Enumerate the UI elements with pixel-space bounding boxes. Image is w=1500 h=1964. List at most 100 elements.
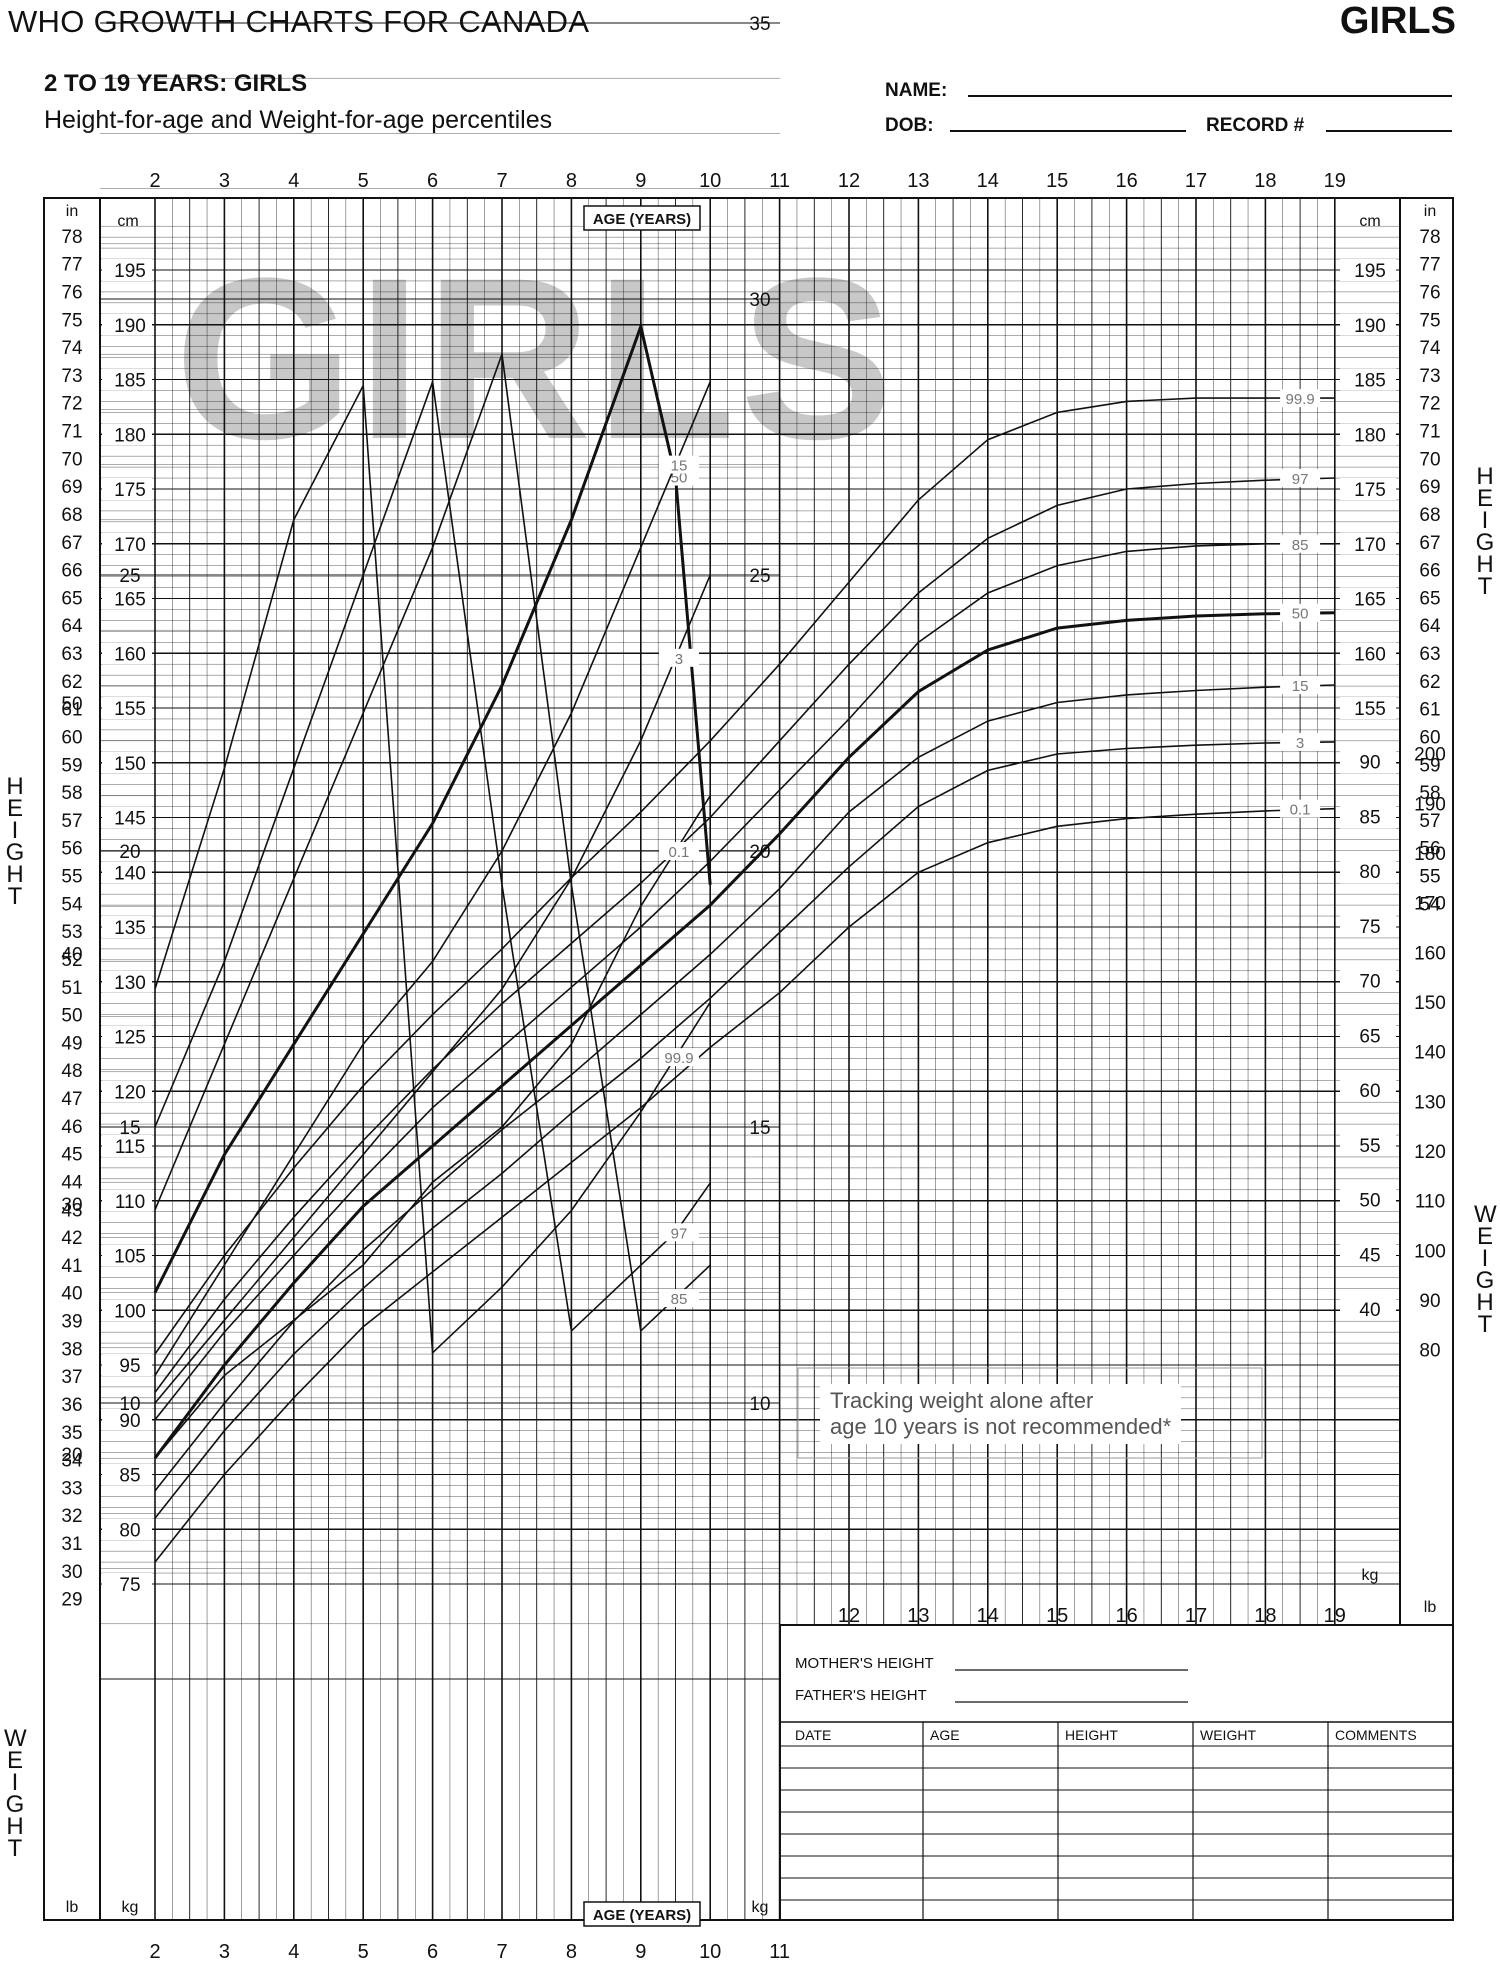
cm-tick-right: 185: [1354, 371, 1386, 392]
age-tick-mid: 13: [907, 1605, 929, 1627]
lb-tick-right: 80: [1419, 1341, 1440, 1362]
side-label-letter: T: [7, 883, 23, 910]
kg-tick-right: 55: [1359, 1136, 1380, 1157]
cm-tick-bg-right: [1340, 697, 1396, 719]
cm-tick-bg-left: [102, 1135, 152, 1157]
height-percentile-label: 85: [1292, 537, 1309, 554]
cm-tick-bg-left: [102, 1518, 152, 1541]
inch-tick-left: 66: [61, 561, 82, 582]
inch-tick-left: 73: [61, 366, 82, 387]
cm-tick-bg-left: [102, 478, 152, 500]
in-unit-left: in: [66, 203, 78, 220]
age-label-box-bottom: [583, 1901, 701, 1927]
side-label-letter: E: [1476, 1223, 1493, 1250]
inch-tick-right: 63: [1419, 644, 1440, 665]
dob-field[interactable]: [950, 130, 1186, 132]
inch-tick-left: 53: [61, 922, 82, 943]
father-height-label: FATHER'S HEIGHT: [795, 1687, 927, 1704]
name-field[interactable]: [968, 95, 1452, 97]
kg-tick-bg-right: [1340, 1243, 1396, 1266]
inch-tick-right: 57: [1419, 811, 1440, 832]
kg-tick-bg-right: [1340, 1133, 1396, 1156]
record-field[interactable]: [1326, 130, 1452, 132]
inch-tick-right: 54: [1419, 894, 1441, 915]
weight-label-bg: [658, 455, 699, 474]
cm-tick-left: 125: [114, 1028, 146, 1049]
height-curve-p0_1: [154, 807, 1335, 1563]
kg-tick-right: 70: [1359, 972, 1380, 993]
cm-tick-bg-right: [1340, 259, 1396, 281]
weight-label-bg: [658, 842, 699, 860]
weight-label-bg: [658, 1048, 699, 1067]
inch-tick-left: 31: [61, 1534, 82, 1555]
cm-tick-bg-left: [102, 916, 152, 938]
side-label-letter: H: [1476, 463, 1494, 490]
side-label-letter: W: [4, 1725, 27, 1752]
inch-tick-right: 68: [1419, 505, 1440, 526]
height-curve-p15: [154, 684, 1335, 1492]
height-percentile-label: 0.1: [1290, 802, 1311, 819]
weight-percentile-label: 85: [671, 1291, 688, 1308]
inch-tick-left: 55: [61, 867, 82, 888]
cm-tick-bg-left: [102, 1408, 152, 1431]
inch-tick-right: 58: [1419, 783, 1440, 804]
kg-unit-right: kg: [1362, 1567, 1379, 1584]
inch-tick-left: 44: [61, 1172, 83, 1193]
mother-height-label: MOTHER'S HEIGHT: [795, 1655, 934, 1672]
kg-tick-right: 85: [1359, 807, 1380, 828]
height-percentile-label: 15: [1292, 678, 1309, 695]
age-tick-top: 12: [838, 170, 860, 192]
weight-percentile-label: 0.1: [669, 844, 690, 861]
inch-tick-left: 46: [61, 1117, 82, 1138]
age-tick-mid: 17: [1185, 1605, 1207, 1627]
inch-tick-left: 47: [61, 1089, 82, 1110]
weight-curve-p85: [154, 353, 711, 1333]
cm-tick-bg-left: [102, 1189, 152, 1212]
age-tick-bottom: 2: [149, 1941, 160, 1963]
age-tick-top: 17: [1185, 170, 1207, 192]
cm-tick-bg-left: [102, 861, 152, 884]
weight-curve-p15: [154, 381, 711, 1376]
inch-tick-left: 64: [61, 616, 83, 637]
inch-tick-left: 61: [61, 700, 82, 721]
cm-tick-bg-right: [1340, 478, 1396, 500]
cm-tick-right: 170: [1354, 535, 1386, 556]
kg-tick-right: 90: [1359, 753, 1380, 774]
cm-tick-left: 155: [114, 699, 146, 720]
cm-tick-bg-left: [102, 423, 152, 446]
note-line-2: age 10 years is not recommended*: [830, 1414, 1172, 1439]
cm-unit-left: cm: [117, 213, 138, 230]
cm-tick-right: 195: [1354, 261, 1386, 282]
age-tick-bottom: 3: [219, 1941, 230, 1963]
inch-tick-right: 62: [1419, 672, 1440, 693]
height-percentile-label: 99.9: [1285, 391, 1314, 408]
height-label-bg: [1280, 389, 1321, 408]
age-label-box-top: [583, 205, 701, 231]
height-curve-p3: [154, 741, 1335, 1519]
kg-tick-bg-right: [1340, 750, 1396, 773]
kg-tick-mid: 10: [749, 1394, 770, 1415]
cm-tick-right: 155: [1354, 699, 1386, 720]
height-percentile-label: 97: [1292, 471, 1309, 488]
kg-tick-bg-right: [1340, 805, 1396, 828]
height-label-bg: [1280, 534, 1321, 553]
cm-tick-bg-left: [102, 587, 152, 610]
side-label-letter: T: [1477, 1311, 1493, 1338]
inch-tick-right: 70: [1419, 449, 1440, 470]
inch-tick-left: 57: [61, 811, 82, 832]
cm-tick-bg-left: [102, 1299, 152, 1322]
lb-tick-right: 180: [1414, 844, 1446, 865]
kg-tick-mid: 15: [749, 1118, 770, 1139]
inch-tick-left: 76: [61, 282, 82, 303]
cm-tick-bg-left: [102, 259, 152, 281]
cm-tick-bg-left: [102, 313, 152, 336]
inch-tick-left: 33: [61, 1478, 82, 1499]
lb-tick-right: 170: [1414, 894, 1446, 915]
side-label-letter: G: [1475, 1267, 1495, 1294]
form-column-date: DATE: [795, 1727, 831, 1743]
cm-tick-left: 110: [115, 1192, 145, 1213]
cm-tick-left: 150: [114, 754, 146, 775]
cm-tick-left: 185: [114, 371, 146, 392]
